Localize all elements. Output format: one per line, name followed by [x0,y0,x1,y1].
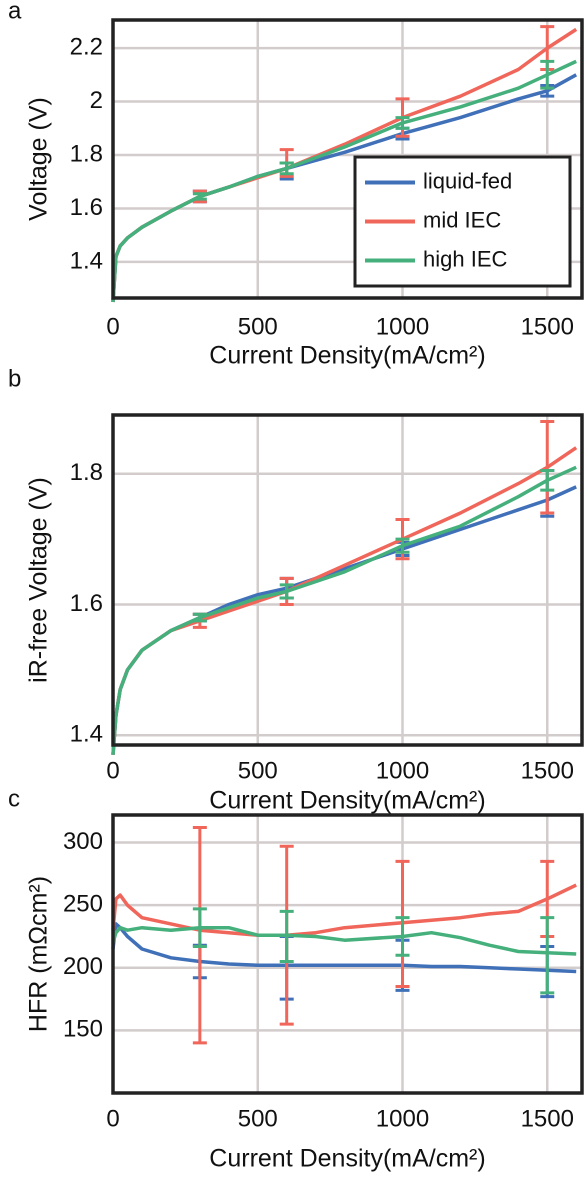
error-bar [192,192,207,201]
error-bar [540,469,555,492]
error-bar [192,907,207,948]
error-bar [540,59,555,90]
x-tick-label: 500 [238,313,278,340]
panel-label: c [8,785,20,812]
y-tick-label: 250 [63,891,103,918]
y-tick-label: 1.6 [70,194,103,221]
y-tick-label: 1.8 [70,459,103,486]
y-tick-label: 300 [63,828,103,855]
legend-label: high IEC [423,246,507,271]
plot-frame [111,413,584,747]
error-bar [395,916,410,957]
y-axis-label: Voltage (V) [25,97,53,221]
x-axis-label: Current Density(mA/cm²) [209,787,485,815]
error-bar [279,909,294,964]
error-bar [395,537,410,554]
y-tick-label: 2.2 [70,33,103,60]
series-line [111,446,578,755]
y-tick-label: 1.4 [70,247,103,274]
error-bar [540,420,555,515]
x-tick-label: 1500 [521,757,574,784]
error-bar [540,916,555,995]
x-tick-label: 1000 [376,1105,429,1132]
y-tick-label: 2 [90,87,103,114]
x-tick-label: 1500 [521,1105,574,1132]
error-bar [192,612,207,623]
x-tick-label: 1500 [521,313,574,340]
series-line [111,59,577,303]
y-tick-label: 1.4 [70,721,103,748]
x-axis-label: Current Density(mA/cm²) [209,342,485,370]
x-tick-label: 0 [106,313,119,340]
x-tick-label: 1000 [376,757,429,784]
error-bar [279,583,294,600]
series-line [111,485,577,755]
legend-label: liquid-fed [423,168,512,193]
y-tick-label: 1.6 [70,590,103,617]
x-tick-label: 1000 [376,313,429,340]
x-tick-label: 0 [106,1105,119,1132]
legend-label: mid IEC [423,207,501,232]
error-bar [395,116,410,130]
plot-frame [111,813,584,1095]
x-tick-label: 0 [106,757,119,784]
y-tick-label: 150 [63,1016,103,1043]
panel-label: b [8,365,21,392]
series-line [111,465,577,755]
y-axis-label: iR-free Voltage (V) [25,477,53,683]
x-axis-label: Current Density(mA/cm²) [209,1145,485,1173]
x-tick-label: 500 [238,757,278,784]
y-axis-label: HFR (mΩcm²) [25,876,53,1032]
y-tick-label: 200 [63,953,103,980]
plot-frame [111,18,584,300]
panel-label: a [8,0,22,24]
series-line [111,925,577,956]
error-bar [279,161,294,176]
x-tick-label: 500 [238,1105,278,1132]
y-tick-label: 1.8 [70,140,103,167]
